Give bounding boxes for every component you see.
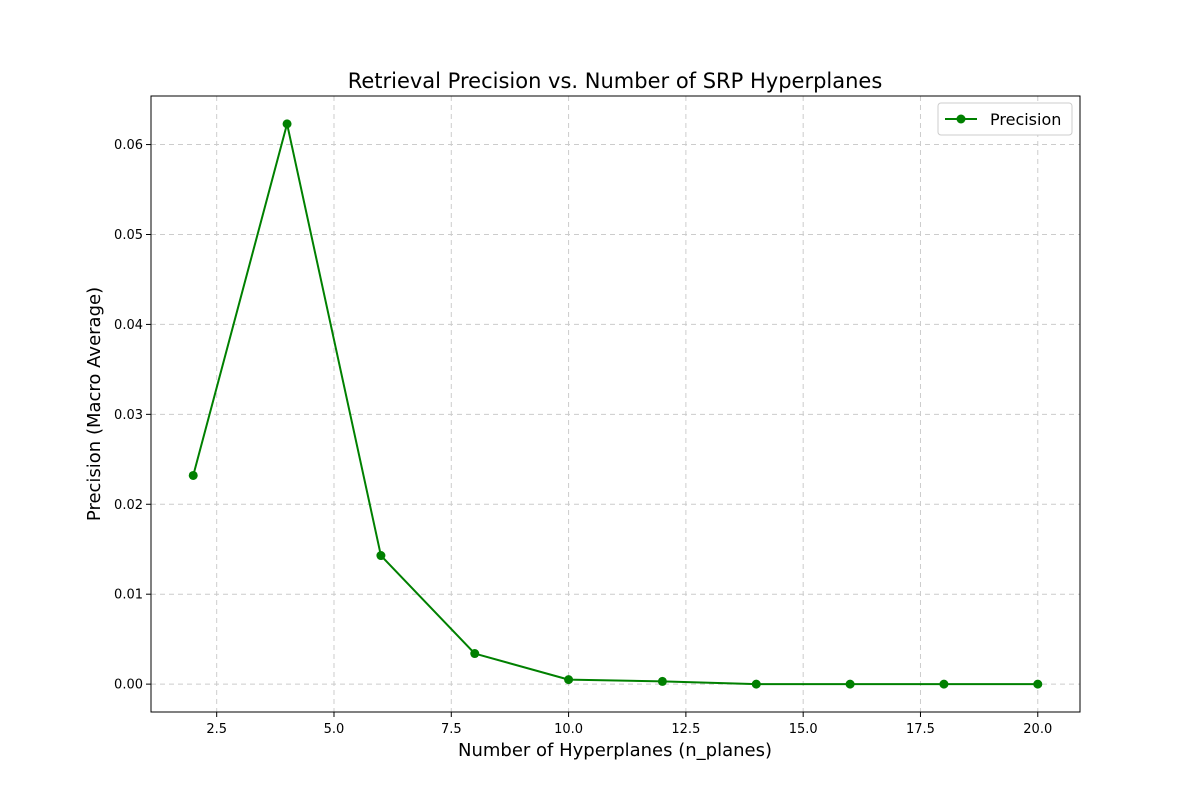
data-point: [376, 551, 386, 561]
x-tick-label: 10.0: [554, 722, 583, 737]
x-tick-label: 15.0: [789, 722, 818, 737]
legend-marker-sample: [956, 114, 966, 124]
data-point: [751, 679, 761, 689]
x-tick-label: 17.5: [906, 722, 935, 737]
series-layer: [188, 119, 1043, 689]
y-tick-label: 0.06: [114, 138, 143, 153]
y-tick-label: 0.01: [114, 588, 143, 603]
y-axis-title: Precision (Macro Average): [84, 287, 105, 521]
series-line-precision: [192, 122, 1038, 686]
chart-title: Retrieval Precision vs. Number of SRP Hy…: [348, 69, 883, 93]
x-tick-label: 2.5: [206, 722, 227, 737]
y-tick-label: 0.00: [114, 678, 143, 693]
y-tick-label: 0.02: [114, 498, 143, 513]
legend: Precision: [937, 102, 1073, 136]
grid: [151, 96, 1080, 712]
y-axis-ticks: 0.00 0.01 0.02 0.03 0.04 0.05 0.06: [114, 138, 151, 693]
data-point: [470, 649, 480, 659]
x-tick-label: 20.0: [1023, 722, 1052, 737]
y-tick-label: 0.05: [114, 228, 143, 243]
data-point: [939, 679, 949, 689]
x-axis-ticks: 2.5 5.0 7.5 10.0 12.5 15.0 17.5 20.0: [206, 712, 1052, 737]
plot-frame: [150, 95, 1081, 713]
data-point: [188, 470, 198, 480]
legend-box: [937, 102, 1073, 136]
legend-label-precision: Precision: [990, 110, 1061, 129]
data-point: [1033, 679, 1043, 689]
data-point: [657, 676, 667, 686]
data-point: [845, 679, 855, 689]
x-tick-label: 5.0: [324, 722, 345, 737]
x-tick-label: 12.5: [671, 722, 700, 737]
y-tick-label: 0.03: [114, 408, 143, 423]
data-point: [564, 675, 574, 685]
x-axis-title: Number of Hyperplanes (n_planes): [458, 740, 772, 761]
x-tick-label: 7.5: [441, 722, 462, 737]
y-tick-label: 0.04: [114, 318, 143, 333]
data-point: [282, 119, 292, 129]
